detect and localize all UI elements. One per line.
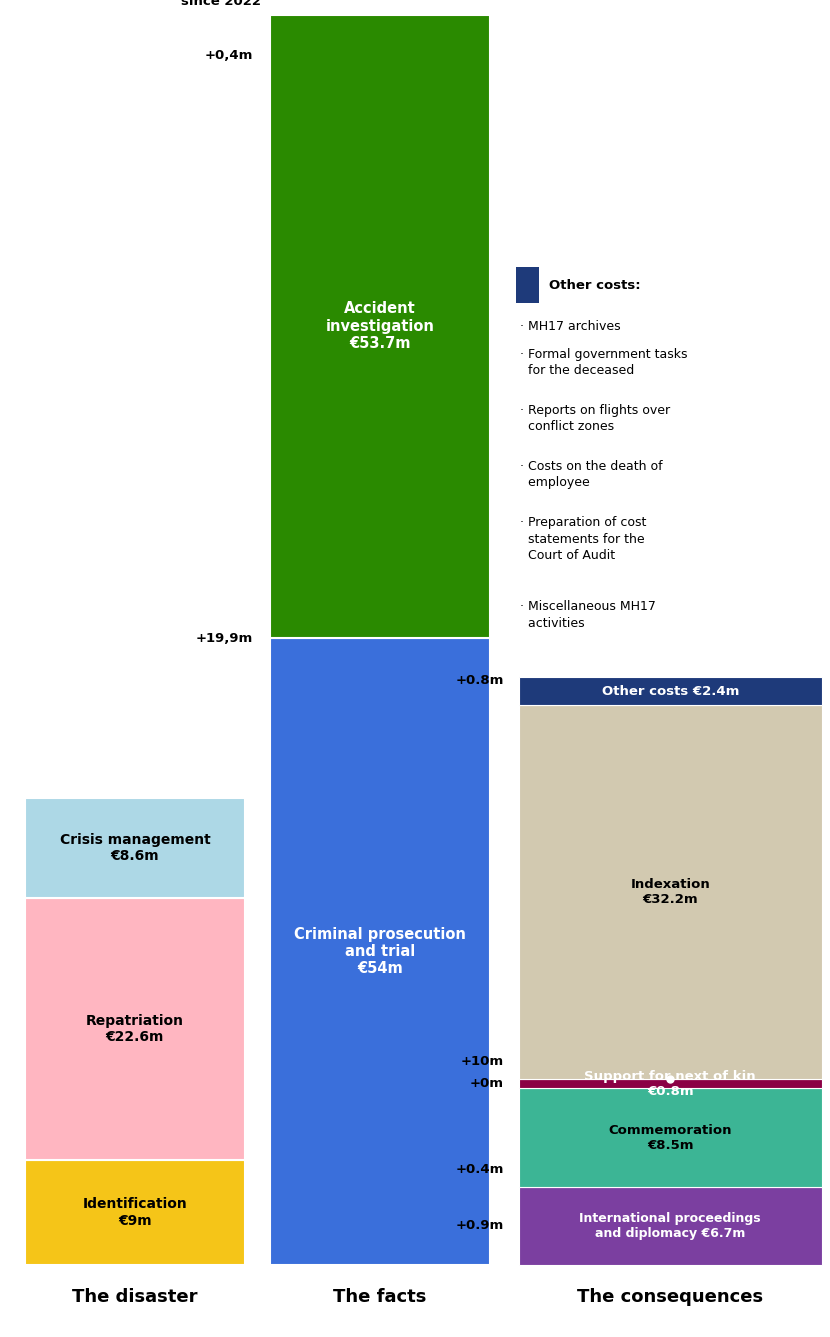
Text: International proceedings
and diplomacy €6.7m: International proceedings and diplomacy …	[579, 1211, 761, 1239]
Text: Other costs:: Other costs:	[549, 279, 640, 291]
Bar	[519, 1187, 822, 1265]
Text: +0.8m: +0.8m	[456, 674, 504, 687]
Text: · Miscellaneous MH17
  activities: · Miscellaneous MH17 activities	[520, 600, 657, 630]
Text: Criminal prosecution
and trial
€54m: Criminal prosecution and trial €54m	[294, 927, 466, 976]
Text: Indexation
€32.2m: Indexation €32.2m	[630, 878, 710, 906]
Bar	[25, 1161, 245, 1265]
Bar	[25, 898, 245, 1161]
Text: The consequences: The consequences	[577, 1288, 764, 1306]
Text: Crisis management
€8.6m: Crisis management €8.6m	[60, 833, 210, 864]
Bar	[270, 638, 490, 1265]
Text: · Costs on the death of
  employee: · Costs on the death of employee	[520, 460, 663, 489]
Text: The facts: The facts	[333, 1288, 427, 1306]
Text: · Formal government tasks
  for the deceased: · Formal government tasks for the deceas…	[520, 348, 688, 377]
Text: +19,9m: +19,9m	[196, 631, 253, 644]
Text: Support for next of kin
€0.8m: Support for next of kin €0.8m	[584, 1070, 756, 1098]
Bar	[519, 1088, 822, 1187]
Text: Identification
€9m: Identification €9m	[82, 1198, 188, 1227]
Text: · MH17 archives: · MH17 archives	[520, 320, 621, 333]
Bar	[519, 1079, 822, 1088]
Text: +0.4m: +0.4m	[456, 1163, 504, 1177]
Text: +10m: +10m	[461, 1055, 504, 1068]
Text: Accident
investigation
€53.7m: Accident investigation €53.7m	[325, 301, 434, 352]
Bar	[25, 798, 245, 898]
Bar	[270, 15, 490, 638]
Text: The disaster: The disaster	[72, 1288, 198, 1306]
Text: +0,4m: +0,4m	[205, 49, 253, 62]
Bar	[516, 267, 539, 303]
Text: Commemoration
€8.5m: Commemoration €8.5m	[608, 1123, 732, 1151]
Text: Other costs €2.4m: Other costs €2.4m	[602, 685, 739, 698]
Text: · Reports on flights over
  conflict zones: · Reports on flights over conflict zones	[520, 404, 671, 433]
Text: +0.9m: +0.9m	[456, 1219, 504, 1233]
Bar	[519, 678, 822, 706]
Text: +0m: +0m	[470, 1078, 504, 1090]
Text: Repatriation
€22.6m: Repatriation €22.6m	[85, 1013, 184, 1044]
Bar	[519, 706, 822, 1079]
Text: · Preparation of cost
  statements for the
  Court of Audit: · Preparation of cost statements for the…	[520, 516, 647, 562]
Text: Additional costs
since 2022: Additional costs since 2022	[141, 0, 261, 8]
